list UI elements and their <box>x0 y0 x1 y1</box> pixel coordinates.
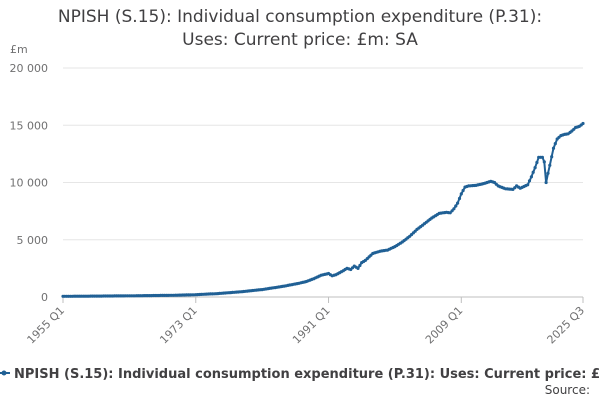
data-point[interactable] <box>461 188 465 193</box>
source-label: Source: <box>544 383 590 397</box>
x-tick-label: 2025 Q3 <box>545 304 588 347</box>
data-point[interactable] <box>454 204 458 208</box>
data-point[interactable] <box>448 211 452 215</box>
series-points <box>61 121 585 298</box>
gridlines <box>63 67 583 241</box>
data-point[interactable] <box>550 155 554 159</box>
series-layer <box>61 121 585 298</box>
data-point[interactable] <box>457 196 462 201</box>
chart-title-line-1: NPISH (S.15): Individual consumption exp… <box>57 7 543 27</box>
data-point[interactable] <box>459 192 463 196</box>
data-point[interactable] <box>542 160 546 164</box>
data-point[interactable] <box>548 163 552 167</box>
y-tick-label: 15 000 <box>10 119 49 132</box>
data-point[interactable] <box>546 171 550 175</box>
x-tick-label: 1973 Q1 <box>157 304 200 347</box>
x-tick-label: 1955 Q1 <box>25 304 68 347</box>
x-axis: 1955 Q1 1973 Q1 1991 Q1 2009 Q1 2025 Q3 <box>25 296 588 347</box>
data-point[interactable] <box>526 183 530 187</box>
legend-marker <box>1 370 7 376</box>
chart-title: NPISH (S.15): Individual consumption exp… <box>0 6 600 52</box>
data-point[interactable] <box>531 170 535 174</box>
data-point[interactable] <box>551 146 556 150</box>
series-line <box>62 122 584 298</box>
legend-label: NPISH (S.15): Individual consumption exp… <box>14 367 600 382</box>
y-tick-label: 10 000 <box>10 177 49 190</box>
legend[interactable]: NPISH (S.15): Individual consumption exp… <box>0 367 600 382</box>
y-tick-label: 0 <box>41 291 48 304</box>
data-point[interactable] <box>535 160 539 165</box>
data-point[interactable] <box>452 207 456 211</box>
data-point[interactable] <box>358 263 362 268</box>
x-tick-label: 2009 Q1 <box>423 304 466 347</box>
y-axis-label: £m <box>10 43 28 56</box>
y-tick-label: 5 000 <box>17 234 49 247</box>
y-axis-ticks: 0 5 000 10 000 15 000 20 000 <box>10 62 49 304</box>
data-point[interactable] <box>540 155 545 159</box>
y-tick-label: 20 000 <box>10 62 49 75</box>
data-point[interactable] <box>527 179 532 183</box>
data-point[interactable] <box>581 121 585 126</box>
data-point[interactable] <box>553 142 557 146</box>
data-point[interactable] <box>529 175 534 179</box>
data-point[interactable] <box>356 266 360 270</box>
data-point[interactable] <box>544 180 548 185</box>
x-tick-label: 1991 Q1 <box>290 304 333 347</box>
data-point[interactable] <box>533 166 537 170</box>
chart-title-line-2: Uses: Current price: £m: SA <box>182 30 418 50</box>
data-point[interactable] <box>456 201 460 205</box>
